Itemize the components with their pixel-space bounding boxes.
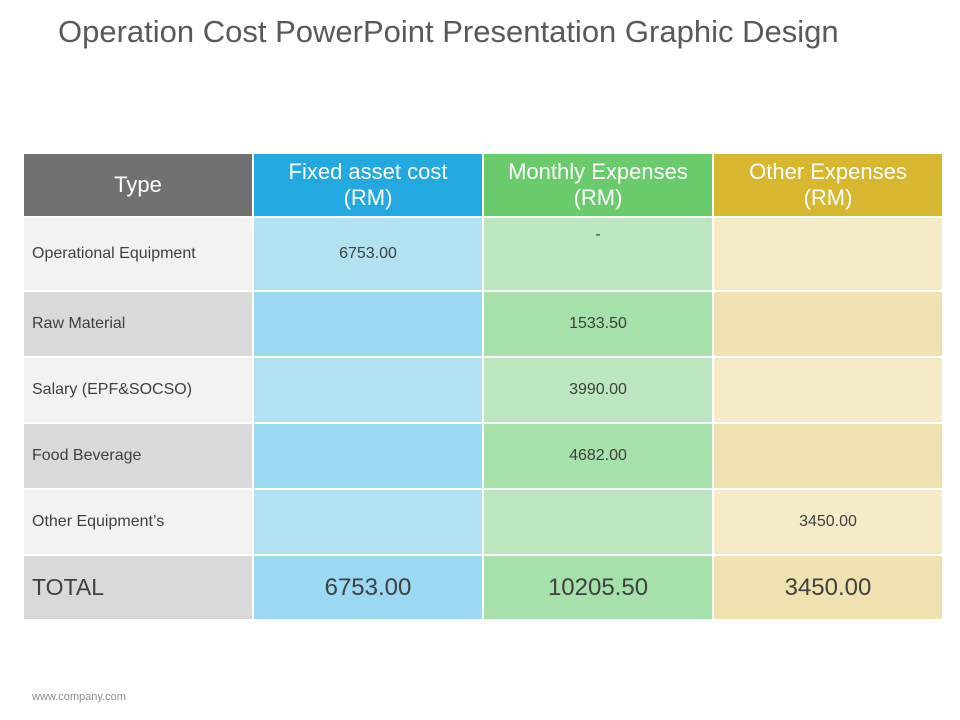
total-fixed-asset: 6753.00 xyxy=(254,556,482,619)
monthly-expenses-cell: 4682.00 xyxy=(484,424,712,488)
fixed-asset-cell xyxy=(254,490,482,554)
other-expenses-cell xyxy=(714,218,942,290)
monthly-expenses-cell xyxy=(484,490,712,554)
other-expenses-cell: 3450.00 xyxy=(714,490,942,554)
table-row: Raw Material 1533.50 xyxy=(24,292,942,356)
fixed-asset-cell: 6753.00 xyxy=(254,218,482,290)
total-monthly-expenses: 10205.50 xyxy=(484,556,712,619)
fixed-asset-cell xyxy=(254,358,482,422)
monthly-expenses-cell: - xyxy=(484,218,712,290)
other-expenses-cell xyxy=(714,358,942,422)
table-row: Food Beverage 4682.00 xyxy=(24,424,942,488)
fixed-asset-cell xyxy=(254,292,482,356)
monthly-expenses-cell: 3990.00 xyxy=(484,358,712,422)
type-cell: Raw Material xyxy=(24,292,252,356)
fixed-asset-cell xyxy=(254,424,482,488)
monthly-expenses-cell: 1533.50 xyxy=(484,292,712,356)
slide-title: Operation Cost PowerPoint Presentation G… xyxy=(58,14,839,49)
type-cell: Operational Equipment xyxy=(24,218,252,290)
table-row: Salary (EPF&SOCSO) 3990.00 xyxy=(24,358,942,422)
type-cell: Salary (EPF&SOCSO) xyxy=(24,358,252,422)
header-type: Type xyxy=(24,154,252,216)
table-row: Other Equipment’s 3450.00 xyxy=(24,490,942,554)
total-other-expenses: 3450.00 xyxy=(714,556,942,619)
footer-url: www.company.com xyxy=(32,691,126,703)
other-expenses-cell xyxy=(714,292,942,356)
table-header-row: Type Fixed asset cost (RM) Monthly Expen… xyxy=(24,154,942,216)
total-row: TOTAL 6753.00 10205.50 3450.00 xyxy=(24,556,942,619)
total-label: TOTAL xyxy=(24,556,252,619)
type-cell: Other Equipment’s xyxy=(24,490,252,554)
operation-cost-table: Type Fixed asset cost (RM) Monthly Expen… xyxy=(22,152,944,621)
other-expenses-cell xyxy=(714,424,942,488)
header-monthly-expenses: Monthly Expenses (RM) xyxy=(484,154,712,216)
type-cell: Food Beverage xyxy=(24,424,252,488)
header-other-expenses: Other Expenses (RM) xyxy=(714,154,942,216)
table-row: Operational Equipment 6753.00 - xyxy=(24,218,942,290)
header-fixed-asset-cost: Fixed asset cost (RM) xyxy=(254,154,482,216)
